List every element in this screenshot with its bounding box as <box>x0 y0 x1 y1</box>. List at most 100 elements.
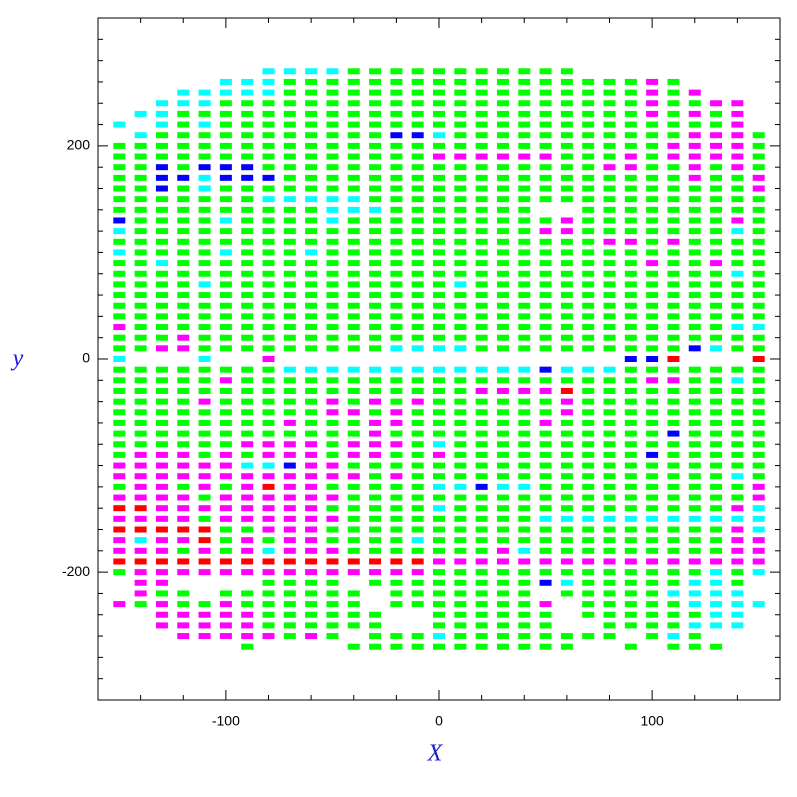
tile <box>518 89 531 96</box>
tile <box>390 633 403 640</box>
tile <box>582 462 595 469</box>
tile <box>390 547 403 554</box>
tile <box>475 270 488 277</box>
tile <box>496 409 509 416</box>
tile <box>219 345 232 352</box>
tile <box>177 142 190 149</box>
tile <box>518 228 531 235</box>
tile <box>710 121 723 128</box>
tile <box>752 281 765 288</box>
tile <box>219 153 232 160</box>
tile <box>496 185 509 192</box>
tile <box>496 611 509 618</box>
tile <box>624 483 637 490</box>
tile <box>411 153 424 160</box>
tile <box>113 366 126 373</box>
tile <box>710 249 723 256</box>
tile <box>433 515 445 522</box>
tile <box>113 398 126 405</box>
tile <box>752 483 765 490</box>
tile <box>262 398 275 405</box>
tile <box>283 537 296 544</box>
tile <box>219 164 232 171</box>
tile <box>646 569 659 576</box>
tile <box>283 238 296 245</box>
tile <box>134 601 147 608</box>
tile <box>155 185 168 192</box>
tile <box>369 643 382 650</box>
tile <box>582 430 595 437</box>
tile <box>646 558 659 565</box>
tile <box>369 515 382 522</box>
tile <box>518 611 531 618</box>
tile <box>241 569 254 576</box>
tile <box>283 334 296 341</box>
tile <box>177 217 190 224</box>
tile <box>539 430 552 437</box>
tile <box>390 153 403 160</box>
tile <box>603 398 616 405</box>
tile <box>113 260 126 267</box>
tile <box>496 345 509 352</box>
tile <box>262 462 275 469</box>
tile <box>539 558 552 565</box>
tile <box>134 185 147 192</box>
tile <box>752 515 765 522</box>
tile <box>560 249 573 256</box>
tile <box>539 270 552 277</box>
tile <box>241 643 254 650</box>
tile <box>283 206 296 213</box>
tile <box>752 249 765 256</box>
tile <box>177 505 190 512</box>
tile <box>219 377 232 384</box>
tile <box>752 547 765 554</box>
tile <box>177 601 190 608</box>
tile <box>433 451 445 458</box>
tile <box>113 185 126 192</box>
tile <box>475 409 488 416</box>
tile <box>433 153 445 160</box>
tile <box>667 377 680 384</box>
tile <box>369 313 382 320</box>
tile <box>241 121 254 128</box>
tile <box>752 238 765 245</box>
tile <box>454 249 467 256</box>
tile <box>369 249 382 256</box>
tile <box>347 185 360 192</box>
tile <box>326 494 339 501</box>
tile <box>560 324 573 331</box>
tile <box>262 313 275 320</box>
tile <box>518 78 531 85</box>
tile <box>219 569 232 576</box>
tile <box>326 430 339 437</box>
tile <box>326 110 339 117</box>
tile <box>496 558 509 565</box>
tile <box>496 164 509 171</box>
tile <box>518 302 531 309</box>
tile <box>688 366 701 373</box>
tile <box>667 89 680 96</box>
tile <box>283 121 296 128</box>
tile <box>219 110 232 117</box>
tile <box>752 270 765 277</box>
tile <box>305 494 318 501</box>
tile <box>262 174 275 181</box>
tile <box>603 78 616 85</box>
tile <box>539 217 552 224</box>
tile <box>113 451 126 458</box>
tile <box>646 441 659 448</box>
tile <box>390 451 403 458</box>
tile <box>496 537 509 544</box>
tile <box>454 366 467 373</box>
tile <box>177 228 190 235</box>
tile <box>667 121 680 128</box>
tile <box>369 622 382 629</box>
tile <box>539 569 552 576</box>
tile <box>347 515 360 522</box>
tile <box>646 387 659 394</box>
tile <box>475 78 488 85</box>
tile <box>241 110 254 117</box>
tile <box>305 110 318 117</box>
tile <box>369 558 382 565</box>
